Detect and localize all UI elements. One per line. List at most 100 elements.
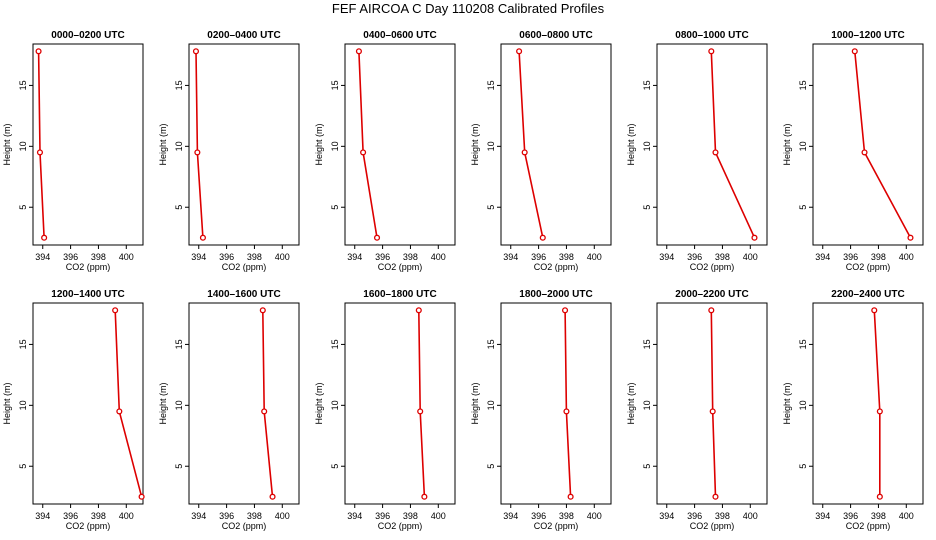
data-point [708, 307, 715, 314]
data-point [421, 493, 428, 500]
y-tick-label: 5 [330, 464, 340, 469]
data-point [415, 307, 422, 314]
y-axis-label: Height (m) [782, 382, 792, 424]
data-point [712, 493, 719, 500]
x-tick-label: 396 [531, 511, 546, 521]
x-tick-label: 394 [347, 252, 362, 262]
y-axis-label: Height (m) [314, 382, 324, 424]
data-point [355, 48, 362, 55]
y-tick-label: 5 [486, 205, 496, 210]
x-tick-label: 398 [91, 511, 106, 521]
y-tick-label: 15 [174, 339, 184, 349]
data-point [373, 234, 381, 241]
x-tick-label: 400 [431, 511, 446, 521]
x-axis-label: CO2 (ppm) [534, 262, 579, 272]
data-point [907, 234, 914, 241]
y-axis-label: Height (m) [2, 123, 12, 165]
x-tick-label: 394 [191, 511, 206, 521]
x-tick-label: 400 [743, 252, 758, 262]
y-axis-label: Height (m) [314, 123, 324, 165]
data-point [192, 48, 200, 55]
data-point [708, 48, 715, 55]
profile-line [873, 310, 881, 497]
x-tick-label: 396 [219, 252, 234, 262]
x-tick-label: 400 [275, 511, 290, 521]
x-tick-label: 398 [871, 511, 886, 521]
x-tick-label: 398 [559, 252, 574, 262]
y-axis-label: Height (m) [470, 123, 480, 165]
x-tick-label: 394 [503, 252, 518, 262]
profile-line [114, 310, 143, 497]
x-axis-label: CO2 (ppm) [690, 521, 735, 531]
data-point [709, 408, 716, 415]
profile-line [854, 51, 912, 239]
x-tick-label: 398 [715, 252, 730, 262]
profile-line [710, 310, 717, 497]
plot-frame [32, 302, 144, 505]
y-tick-label: 15 [486, 80, 496, 90]
data-point [861, 149, 868, 156]
x-tick-label: 396 [687, 511, 702, 521]
x-tick-label: 396 [375, 252, 390, 262]
y-tick-label: 10 [174, 141, 184, 151]
profile-panel: 1200–1400 UTC 394 396 398 400 CO2 (ppm) 5 10 15 H… [2, 289, 145, 531]
y-tick-label: 15 [642, 80, 652, 90]
x-tick-label: 396 [63, 252, 78, 262]
data-point [871, 307, 878, 314]
x-axis-label: CO2 (ppm) [378, 262, 423, 272]
plot-frame [344, 43, 456, 246]
plot-frame [188, 302, 300, 505]
profile-line [195, 51, 204, 238]
y-tick-label: 15 [18, 339, 28, 349]
x-axis-label: CO2 (ppm) [846, 262, 891, 272]
profile-line [418, 310, 426, 497]
x-tick-label: 398 [91, 252, 106, 262]
y-tick-label: 5 [642, 205, 652, 210]
x-axis-label: CO2 (ppm) [378, 521, 423, 531]
panel-title: 1600–1800 UTC [363, 289, 436, 300]
y-tick-label: 10 [798, 400, 808, 410]
y-tick-label: 5 [18, 205, 28, 210]
y-tick-label: 5 [174, 464, 184, 469]
y-tick-label: 15 [642, 339, 652, 349]
y-tick-label: 10 [642, 400, 652, 410]
x-tick-label: 396 [531, 252, 546, 262]
y-tick-label: 15 [798, 80, 808, 90]
data-point [138, 493, 145, 500]
x-tick-label: 398 [247, 511, 262, 521]
panel-title: 1800–2000 UTC [519, 289, 592, 300]
x-tick-label: 400 [899, 252, 914, 262]
x-tick-label: 400 [899, 511, 914, 521]
x-tick-label: 396 [219, 511, 234, 521]
data-point [112, 307, 119, 314]
data-point [876, 493, 883, 500]
profile-panel: 0200–0400 UTC 394 396 398 400 CO2 (ppm) 5 10 15 H… [158, 30, 300, 272]
data-point [35, 48, 42, 55]
x-axis-label: CO2 (ppm) [222, 262, 267, 272]
profile-panel: 1600–1800 UTC 394 396 398 400 CO2 (ppm) 5 10 15 H… [314, 289, 456, 531]
y-tick-label: 10 [330, 141, 340, 151]
y-axis-label: Height (m) [626, 382, 636, 424]
y-tick-label: 5 [330, 205, 340, 210]
data-point [41, 234, 48, 241]
data-point [563, 408, 570, 415]
x-tick-label: 394 [659, 511, 674, 521]
panel-title: 1000–1200 UTC [831, 30, 904, 41]
profile-panel: 2000–2200 UTC 394 396 398 400 CO2 (ppm) 5 10 15 H… [626, 289, 768, 531]
data-point [269, 493, 276, 500]
data-point [751, 234, 758, 241]
y-tick-label: 15 [330, 80, 340, 90]
data-point [876, 408, 883, 415]
x-tick-label: 398 [715, 511, 730, 521]
y-tick-label: 5 [798, 464, 808, 469]
profile-line [37, 51, 45, 238]
x-tick-label: 400 [119, 252, 134, 262]
y-tick-label: 15 [330, 339, 340, 349]
data-point [712, 149, 719, 156]
y-tick-label: 5 [174, 205, 184, 210]
x-tick-label: 396 [687, 252, 702, 262]
panel-title: 0400–0600 UTC [363, 30, 436, 41]
x-axis-label: CO2 (ppm) [690, 262, 735, 272]
profile-panel: 0800–1000 UTC 394 396 398 400 CO2 (ppm) 5 10 15 H… [626, 30, 768, 272]
